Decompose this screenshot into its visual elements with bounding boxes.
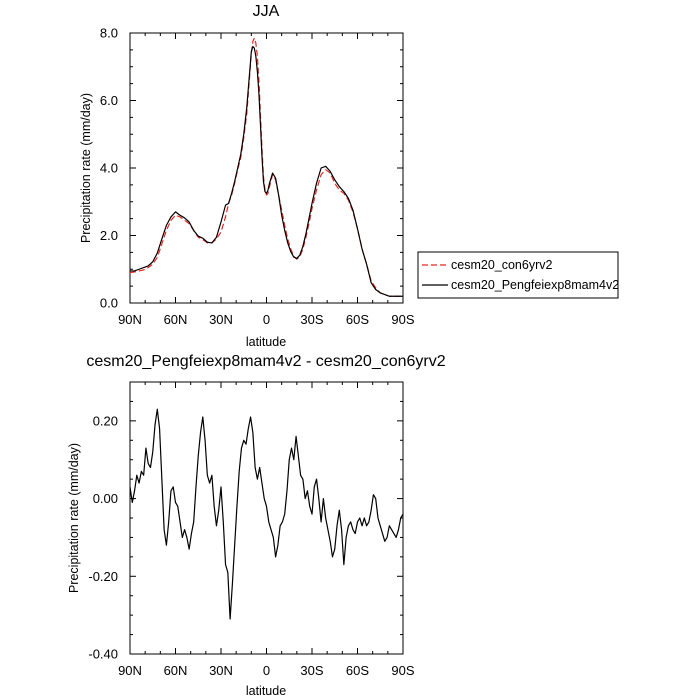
top-xtick-label: 60S bbox=[346, 312, 369, 327]
legend-label-con6yrv2: cesm20_con6yrv2 bbox=[451, 258, 552, 272]
top-ytick-label: 8.0 bbox=[100, 26, 118, 41]
top-ytick-label: 4.0 bbox=[100, 161, 118, 176]
bottom-ytick-label: 0.20 bbox=[93, 413, 118, 428]
bottom-xtick-label: 90S bbox=[391, 663, 414, 678]
legend-box bbox=[417, 251, 619, 299]
legend: cesm20_con6yrv2 cesm20_Pengfeiexp8mam4v2 bbox=[417, 251, 619, 299]
top-ytick-label: 2.0 bbox=[100, 228, 118, 243]
bottom-chart-frame bbox=[129, 381, 404, 655]
top-chart-title: JJA bbox=[253, 3, 280, 20]
bottom-xtick-label: 60S bbox=[346, 663, 369, 678]
bottom-xtick-label: 60N bbox=[164, 663, 188, 678]
bottom-series-line-0 bbox=[129, 408, 404, 620]
bottom-chart: cesm20_Pengfeiexp8mam4v2 - cesm20_con6yr… bbox=[67, 353, 446, 698]
bottom-xtick-label: 30S bbox=[300, 663, 323, 678]
top-xtick-label: 60N bbox=[164, 312, 188, 327]
top-series-line-1 bbox=[130, 45, 403, 297]
bottom-ytick-label: 0.00 bbox=[93, 491, 118, 506]
top-xtick-label: 30S bbox=[300, 312, 323, 327]
bottom-chart-title: cesm20_Pengfeiexp8mam4v2 - cesm20_con6yr… bbox=[86, 353, 445, 370]
bottom-ytick-label: -0.20 bbox=[88, 569, 118, 584]
top-chart: JJA 90N 60N 30N 0 30S 60S 90S 0.0 2.0 4.0 6.0 8.0 l… bbox=[79, 3, 619, 349]
top-ytick-label: 0.0 bbox=[100, 296, 118, 311]
bottom-chart-xlabel: latitude bbox=[246, 684, 286, 698]
bottom-xtick-label: 0 bbox=[263, 663, 270, 678]
bottom-ytick-label: -0.40 bbox=[88, 647, 118, 662]
top-series-line-0 bbox=[129, 37, 403, 297]
bottom-xtick-label: 90N bbox=[118, 663, 142, 678]
top-chart-ylabel: Precipitation rate (mm/day) bbox=[79, 93, 93, 243]
bottom-xtick-label: 30N bbox=[209, 663, 233, 678]
top-ytick-label: 6.0 bbox=[100, 93, 118, 108]
legend-label-pengfei: cesm20_Pengfeiexp8mam4v2 bbox=[451, 278, 619, 292]
top-chart-ticks: 90N 60N 30N 0 30S 60S 90S 0.0 2.0 4.0 6.0 8.0 bbox=[100, 26, 415, 328]
top-chart-frame bbox=[129, 32, 404, 304]
bottom-chart-ticks: 90N 60N 30N 0 30S 60S 90S -0.40 -0.20 0.00 0.20 bbox=[88, 381, 415, 678]
top-xtick-label: 90N bbox=[118, 312, 142, 327]
top-xtick-label: 90S bbox=[391, 312, 414, 327]
top-xtick-label: 0 bbox=[263, 312, 270, 327]
bottom-chart-ylabel: Precipitation rate (mm/day) bbox=[67, 443, 81, 593]
top-chart-xlabel: latitude bbox=[246, 335, 286, 349]
top-xtick-label: 30N bbox=[209, 312, 233, 327]
